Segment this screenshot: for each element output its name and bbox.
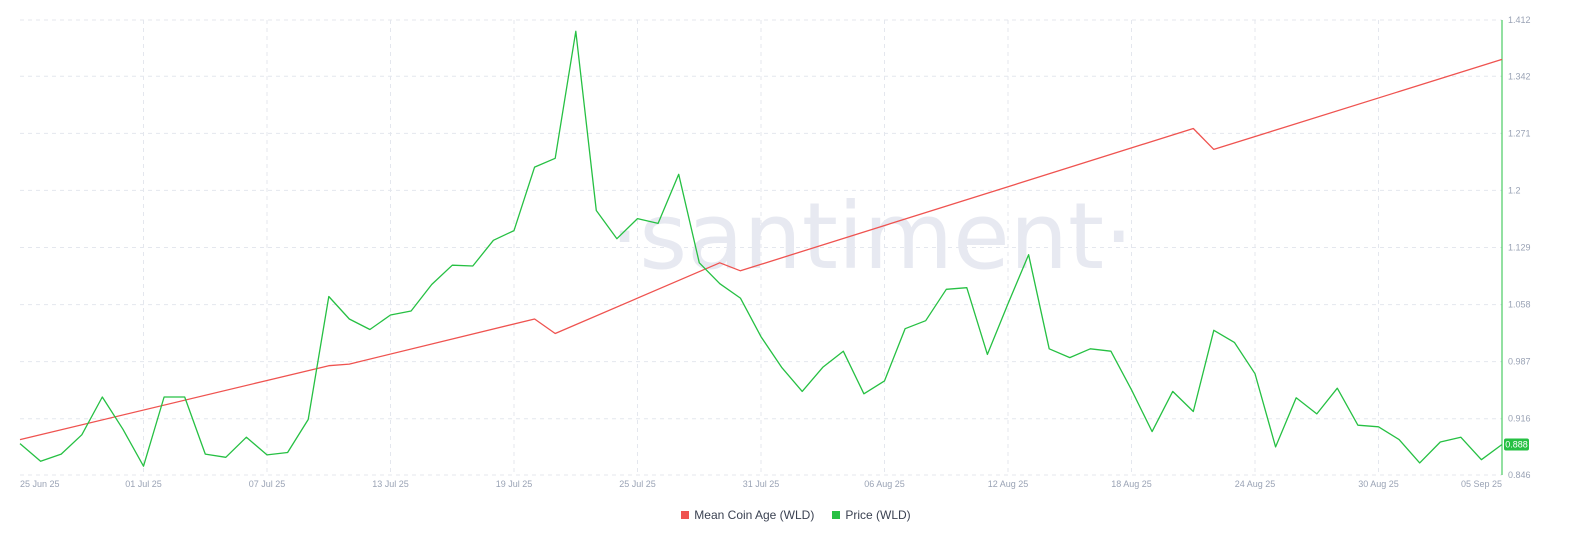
x-tick-label: 12 Aug 25 — [988, 479, 1029, 489]
y-tick-label: 0.916 — [1508, 414, 1531, 424]
y-tick-label: 1.058 — [1508, 300, 1531, 310]
x-tick-label: 05 Sep 25 — [1461, 479, 1502, 489]
chart-legend: Mean Coin Age (WLD) Price (WLD) — [0, 508, 1592, 522]
chart-canvas: ·santiment· 0.846 0.916 0.987 1.058 1.129 1.2… — [19, 15, 1531, 489]
series-line-mean-coin-age[interactable] — [19, 58, 1503, 441]
x-tick-label: 13 Jul 25 — [372, 479, 409, 489]
current-value-label: 0.888 — [1505, 439, 1528, 449]
legend-item-mean-coin-age[interactable]: Mean Coin Age (WLD) — [681, 508, 814, 522]
chart-series — [19, 30, 1503, 467]
legend-label-mean-coin-age: Mean Coin Age (WLD) — [694, 508, 815, 522]
x-tick-label: 31 Jul 25 — [743, 479, 780, 489]
chart-labels: 0.846 0.916 0.987 1.058 1.129 1.2 1.271 1.342 1.… — [20, 15, 1531, 489]
x-tick-label: 19 Jul 25 — [496, 479, 533, 489]
y-tick-label: 0.846 — [1508, 470, 1531, 480]
legend-item-price[interactable]: Price (WLD) — [832, 508, 911, 522]
current-value-badge — [1504, 438, 1529, 451]
y-tick-label: 1.271 — [1508, 128, 1531, 138]
legend-swatch-price — [832, 511, 841, 519]
x-tick-label: 24 Aug 25 — [1235, 479, 1276, 489]
x-tick-label: 07 Jul 25 — [249, 479, 286, 489]
legend-swatch-mean-coin-age — [681, 511, 690, 519]
y-tick-label: 1.412 — [1508, 15, 1531, 25]
x-tick-label: 25 Jul 25 — [619, 479, 656, 489]
x-tick-label: 06 Aug 25 — [864, 479, 905, 489]
y-tick-label: 1.2 — [1508, 185, 1521, 195]
series-line-price[interactable] — [19, 30, 1503, 467]
legend-label-price: Price (WLD) — [845, 508, 911, 522]
x-tick-label: 01 Jul 25 — [125, 479, 162, 489]
x-tick-label: 25 Jun 25 — [20, 479, 60, 489]
chart-grid — [20, 19, 1502, 476]
y-tick-label: 1.129 — [1508, 243, 1531, 253]
y-tick-label: 1.342 — [1508, 71, 1531, 81]
x-tick-label: 18 Aug 25 — [1111, 479, 1152, 489]
y-tick-label: 0.987 — [1508, 357, 1531, 367]
x-tick-label: 30 Aug 25 — [1358, 479, 1399, 489]
watermark: ·santiment· — [610, 183, 1133, 290]
